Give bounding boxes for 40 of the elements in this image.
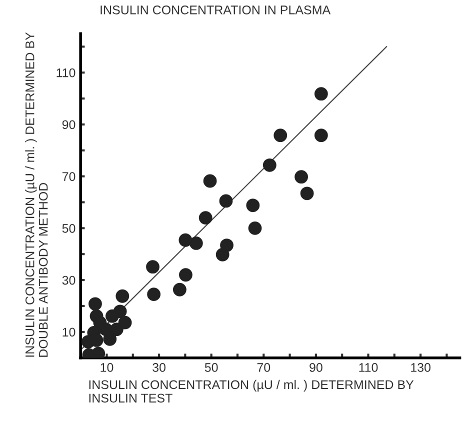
x-axis-title: INSULIN CONCENTRATION (µU / ml. ) DETERMINED BY INSULIN TEST bbox=[89, 380, 414, 403]
y-tick-label: 50 bbox=[62, 224, 76, 233]
point bbox=[219, 194, 233, 208]
x-tick-label: 30 bbox=[152, 363, 166, 372]
point bbox=[88, 297, 102, 311]
point bbox=[110, 322, 124, 336]
x-tick-label: 90 bbox=[310, 363, 322, 372]
x-tick-label: 130 bbox=[411, 363, 430, 372]
y-tick-label: 10 bbox=[62, 328, 76, 337]
point bbox=[314, 128, 328, 142]
x-tick-label: 50 bbox=[204, 363, 218, 372]
y-tick-label: 110 bbox=[56, 68, 76, 78]
point bbox=[274, 128, 288, 142]
point bbox=[198, 211, 212, 225]
y-tick-label: 90 bbox=[62, 120, 76, 130]
x-tick-label: 70 bbox=[257, 363, 270, 372]
point bbox=[300, 186, 314, 200]
point bbox=[106, 309, 119, 323]
x-tick-label: 10 bbox=[100, 363, 114, 372]
point bbox=[92, 346, 106, 358]
point bbox=[103, 332, 117, 346]
point bbox=[246, 198, 260, 212]
point bbox=[172, 282, 186, 296]
point bbox=[262, 158, 276, 172]
point bbox=[147, 288, 161, 302]
point bbox=[294, 170, 308, 184]
y-tick-label: 30 bbox=[62, 276, 76, 285]
y-tick-label: 70 bbox=[62, 172, 76, 181]
x-tick-label: 110 bbox=[359, 363, 378, 372]
chart-title: INSULIN CONCENTRATION IN PLASMA bbox=[100, 6, 331, 14]
point bbox=[216, 248, 230, 262]
point bbox=[248, 221, 262, 235]
y-axis-title: INSULIN CONCENTRATION (µU / ml. ) DETERMINED BY DOUBLE ANTIBODY METHOD bbox=[25, 32, 48, 357]
point bbox=[203, 174, 217, 188]
point bbox=[178, 233, 192, 247]
point bbox=[179, 268, 192, 282]
point bbox=[189, 236, 203, 250]
point bbox=[314, 87, 328, 101]
point bbox=[116, 289, 130, 303]
point bbox=[146, 260, 160, 274]
